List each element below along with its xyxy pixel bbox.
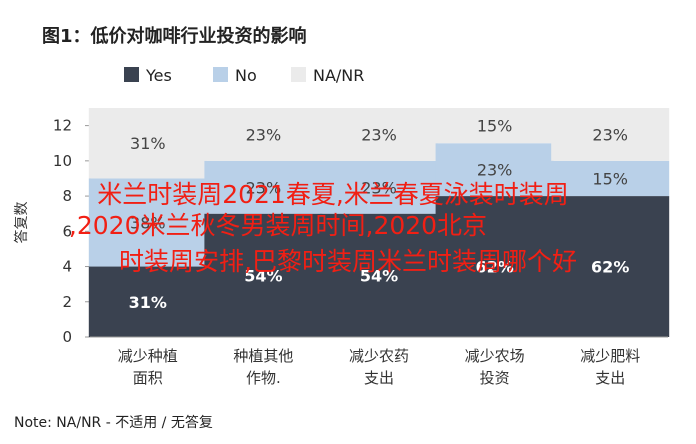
x-tick-label: 面积 (133, 369, 163, 387)
bar-no (320, 160, 438, 214)
y-tick-label: 8 (62, 187, 72, 205)
data-label: 23% (477, 161, 513, 180)
data-label: 23% (246, 125, 282, 144)
bar-na-nr (435, 108, 554, 144)
data-label: 54% (244, 266, 282, 285)
data-label: 15% (592, 169, 628, 188)
bar-yes (435, 196, 554, 337)
bar-na-nr (204, 108, 323, 161)
chart-title: 图1：低价对咖啡行业投资的影响 (42, 25, 307, 47)
y-tick-label: 10 (53, 152, 72, 170)
x-tick-label: 支出 (595, 369, 625, 387)
data-label: 23% (361, 125, 397, 144)
y-tick-label: 2 (62, 293, 72, 311)
y-tick-label: 0 (62, 328, 72, 346)
data-label: 23% (592, 125, 628, 144)
bar-yes (551, 196, 670, 337)
x-tick-label: 减少种植 (118, 347, 178, 365)
bar-no (204, 160, 323, 214)
legend-label: No (235, 66, 257, 85)
bar-na-nr (320, 108, 438, 161)
x-tick-label: 作物. (246, 369, 281, 387)
bar-no (551, 160, 670, 197)
watermark-line-2: ,2020米兰秋冬男装周时间,2020北京 (68, 211, 488, 240)
watermark-line-3: 时装周安排,巴黎时装周米兰时装周哪个好 (119, 247, 577, 276)
y-tick-label: 4 (62, 258, 72, 276)
watermark-line-1: 米兰时装周2021春夏,米兰春夏泳装时装周 (97, 180, 569, 209)
data-label: 31% (129, 293, 167, 312)
chart-note: Note: NA/NR - 不适用 / 无答复 (14, 415, 213, 431)
bar-na-nr (551, 108, 670, 161)
y-tick-label: 12 (53, 117, 72, 135)
data-label: 62% (591, 258, 629, 277)
legend: Yes No NA/NR (124, 66, 364, 85)
x-tick-label: 种植其他 (233, 347, 293, 365)
y-tick-label: 6 (62, 222, 72, 240)
x-tick-label: 减少肥料 (580, 347, 640, 365)
data-label: 54% (360, 266, 398, 285)
bar-yes (88, 266, 207, 337)
x-tick-label: 支出 (364, 369, 394, 387)
data-label: 62% (475, 258, 513, 277)
legend-label: Yes (145, 66, 172, 85)
data-label: 15% (477, 117, 513, 136)
data-label: 38% (130, 214, 166, 233)
y-axis-label: 答复数 (13, 202, 30, 244)
x-tick-label: 减少农药 (349, 347, 409, 365)
legend-swatch (124, 67, 139, 82)
data-label: 23% (246, 178, 282, 197)
legend-swatch (213, 67, 228, 82)
x-tick-label: 投资 (480, 369, 510, 387)
bars: 31% 38% 31% 54% 23% 23% 54% 23% 23% 62% 23% 15% 62% 1… (88, 108, 670, 337)
bar-no (435, 143, 554, 197)
bar-na-nr (88, 108, 207, 179)
bar-yes (204, 213, 323, 337)
bar-yes (320, 213, 438, 337)
legend-label: NA/NR (313, 66, 364, 85)
data-label: 23% (361, 178, 397, 197)
x-tick-label: 减少农场 (465, 347, 525, 365)
legend-swatch (291, 67, 306, 82)
data-label: 31% (130, 134, 166, 153)
bar-no (88, 178, 207, 267)
